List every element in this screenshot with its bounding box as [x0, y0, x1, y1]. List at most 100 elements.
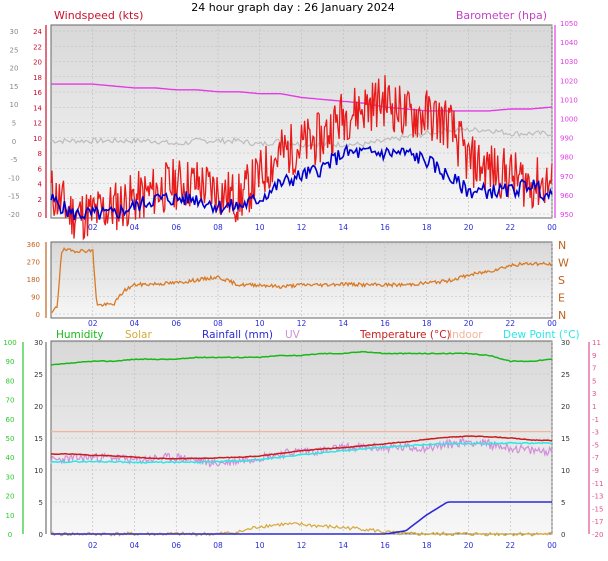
p1-barometer-tick: 980: [560, 154, 573, 162]
x-tick-label: 02: [88, 223, 98, 232]
p2-degree-tick: 0: [36, 311, 40, 319]
p1-barometer-tick: 950: [560, 211, 573, 219]
x-tick-label: 14: [338, 541, 348, 550]
legend-item: Indoor: [449, 329, 483, 341]
p1-barometer-tick: 970: [560, 173, 573, 181]
p3-pink-tick: -11: [592, 480, 603, 488]
p3-left-tick: 0: [39, 531, 43, 539]
p3-left-tick: 25: [34, 371, 43, 379]
x-tick-label: 00: [547, 319, 557, 328]
p1-outer-tick: -5: [11, 156, 18, 164]
p1-outer-tick: -20: [8, 211, 19, 219]
p3-pink-tick: 11: [592, 339, 601, 347]
x-tick-label: 08: [213, 223, 223, 232]
x-tick-label: 12: [297, 319, 307, 328]
p2-degree-tick: 180: [27, 276, 40, 284]
x-tick-label: 22: [505, 541, 515, 550]
p3-pink-tick: -5: [592, 441, 599, 449]
p3-right-tick: 5: [561, 499, 565, 507]
p1-barometer-tick: 990: [560, 135, 573, 143]
x-tick-label: 20: [464, 319, 474, 328]
series-humidity: [50, 350, 553, 366]
p3-right-tick: 20: [561, 403, 570, 411]
p1-barometer-tick: 1010: [560, 96, 578, 104]
p2-compass-tick: N: [558, 309, 566, 322]
legend-barometer: Barometer (hpa): [456, 9, 547, 22]
p1-outer-tick: 5: [12, 120, 16, 128]
p1-outer-tick: 25: [10, 46, 19, 54]
p1-outer-tick: 20: [10, 65, 19, 73]
p1-barometer-tick: 1000: [560, 116, 578, 124]
series-dewpoint: [50, 441, 553, 464]
x-tick-label: 06: [171, 541, 181, 550]
x-tick-label: 18: [422, 541, 432, 550]
p3-humidity-tick: 80: [6, 377, 15, 385]
p3-pink-tick: -9: [592, 467, 599, 475]
x-tick-label: 08: [213, 319, 223, 328]
series-rainfall: [51, 501, 552, 535]
p1-outer-tick: 10: [10, 101, 19, 109]
p3-left-tick: 30: [34, 339, 43, 347]
p3-humidity-tick: 90: [6, 358, 15, 366]
x-tick-label: 18: [422, 319, 432, 328]
legend-item: Dew Point (°C): [503, 329, 580, 341]
x-tick-label: 16: [380, 541, 390, 550]
x-tick-label: 20: [464, 223, 474, 232]
p1-outer-tick: 0: [12, 138, 16, 146]
p3-pink-tick: -7: [592, 454, 599, 462]
x-tick-label: 12: [297, 223, 307, 232]
x-tick-label: 04: [130, 319, 140, 328]
p1-windspeed-tick: 2: [38, 196, 42, 204]
x-tick-label: 02: [88, 319, 98, 328]
p3-pink-tick: -20: [592, 531, 603, 539]
p3-humidity-tick: 60: [6, 416, 15, 424]
p3-humidity-tick: 70: [6, 397, 15, 405]
x-tick-label: 06: [171, 319, 181, 328]
p3-pink-tick: -3: [592, 429, 599, 437]
p1-windspeed-tick: 24: [33, 28, 42, 36]
x-tick-label: 00: [547, 223, 557, 232]
p3-left-tick: 10: [34, 467, 43, 475]
p1-outer-tick: 15: [10, 83, 19, 91]
p1-windspeed-tick: 8: [38, 150, 42, 158]
p3-pink-tick: -15: [592, 505, 603, 513]
p1-barometer-tick: 1050: [560, 20, 578, 28]
series-windspeed-avg: [50, 143, 553, 221]
p1-outer-tick: 30: [10, 28, 19, 36]
x-tick-label: 04: [130, 223, 140, 232]
p3-right-tick: 0: [561, 531, 565, 539]
panel-wind-barometer: Windspeed (kts) Barometer (hpa) 30252015…: [8, 9, 578, 241]
p3-pink-tick: 9: [592, 352, 596, 360]
x-tick-label: 14: [338, 223, 348, 232]
x-tick-label: 10: [255, 319, 265, 328]
legend-windspeed: Windspeed (kts): [54, 9, 143, 22]
p3-pink-tick: -1: [592, 416, 599, 424]
series-temperature-trace: [50, 126, 553, 149]
x-tick-label: 18: [422, 223, 432, 232]
p3-right-tick: 25: [561, 371, 570, 379]
x-tick-label: 14: [338, 319, 348, 328]
p3-pink-tick: 7: [592, 365, 596, 373]
x-tick-label: 04: [130, 541, 140, 550]
graph-title: 24 hour graph day : 26 January 2024: [191, 1, 395, 14]
p1-windspeed-tick: 4: [38, 181, 43, 189]
p3-left-tick: 20: [34, 403, 43, 411]
p3-humidity-tick: 30: [6, 473, 15, 481]
x-tick-label: 10: [255, 541, 265, 550]
p3-humidity-tick: 10: [6, 512, 15, 520]
x-tick-label: 10: [255, 223, 265, 232]
x-tick-label: 02: [88, 541, 98, 550]
p3-left-tick: 5: [39, 499, 43, 507]
legend-item: Rainfall (mm): [202, 329, 273, 341]
p3-right-tick: 15: [561, 435, 570, 443]
legend-item: Humidity: [56, 329, 104, 341]
p2-compass-tick: E: [558, 292, 565, 305]
x-tick-label: 20: [464, 541, 474, 550]
p1-outer-tick: -10: [8, 174, 19, 182]
x-tick-label: 22: [505, 223, 515, 232]
p1-windspeed-tick: 22: [33, 43, 42, 51]
p2-compass-tick: W: [558, 257, 569, 270]
p1-outer-tick: -15: [8, 193, 19, 201]
